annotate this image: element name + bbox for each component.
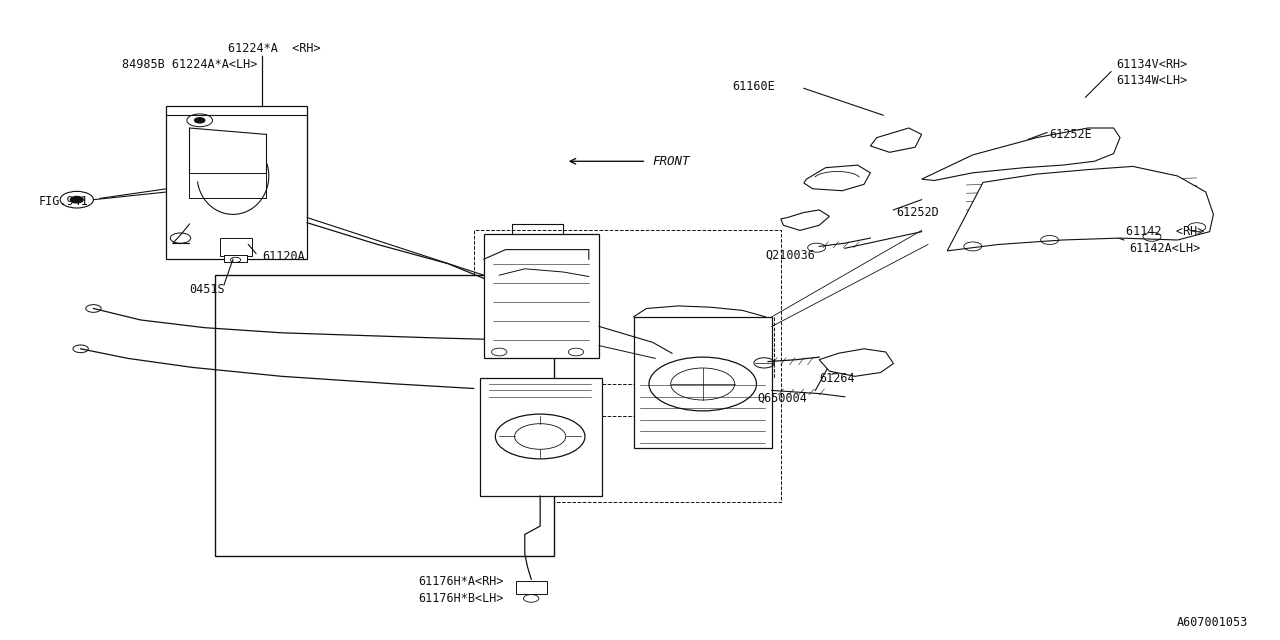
Text: 61176H*A<RH>: 61176H*A<RH>: [419, 575, 503, 588]
Bar: [189, 173, 266, 198]
Bar: [634, 317, 772, 448]
Bar: [166, 106, 307, 259]
Polygon shape: [870, 128, 922, 152]
Text: 61264: 61264: [819, 372, 855, 385]
Bar: [474, 230, 781, 502]
Polygon shape: [804, 165, 870, 191]
Circle shape: [195, 118, 205, 123]
Text: 61142A<LH>: 61142A<LH>: [1129, 242, 1201, 255]
Text: Q210036: Q210036: [765, 248, 815, 261]
Text: 61142  <RH>: 61142 <RH>: [1126, 225, 1204, 238]
Text: 61252E: 61252E: [1050, 128, 1092, 141]
Text: Q650004: Q650004: [758, 392, 808, 404]
Text: 61252D: 61252D: [896, 206, 938, 219]
Polygon shape: [781, 210, 829, 230]
Text: 0451S: 0451S: [189, 283, 225, 296]
Text: FRONT: FRONT: [653, 155, 690, 168]
Text: 61134W<LH>: 61134W<LH>: [1116, 74, 1188, 86]
Text: 84985B 61224A*A<LH>: 84985B 61224A*A<LH>: [122, 58, 257, 70]
Bar: [224, 255, 247, 262]
Text: A607001053: A607001053: [1176, 616, 1248, 628]
Text: 61176H*B<LH>: 61176H*B<LH>: [419, 592, 503, 605]
Bar: [516, 581, 547, 594]
Bar: [484, 234, 599, 358]
Text: 61120A: 61120A: [262, 250, 305, 262]
Text: 61134V<RH>: 61134V<RH>: [1116, 58, 1188, 70]
Polygon shape: [819, 349, 893, 376]
Polygon shape: [922, 128, 1120, 180]
Circle shape: [70, 196, 83, 203]
Bar: [220, 238, 252, 256]
Text: 61224*A  <RH>: 61224*A <RH>: [228, 42, 320, 54]
Polygon shape: [947, 166, 1213, 251]
Text: 61160E: 61160E: [732, 80, 774, 93]
Bar: [480, 378, 602, 496]
Text: FIG.941: FIG.941: [38, 195, 88, 208]
Bar: [215, 275, 554, 556]
